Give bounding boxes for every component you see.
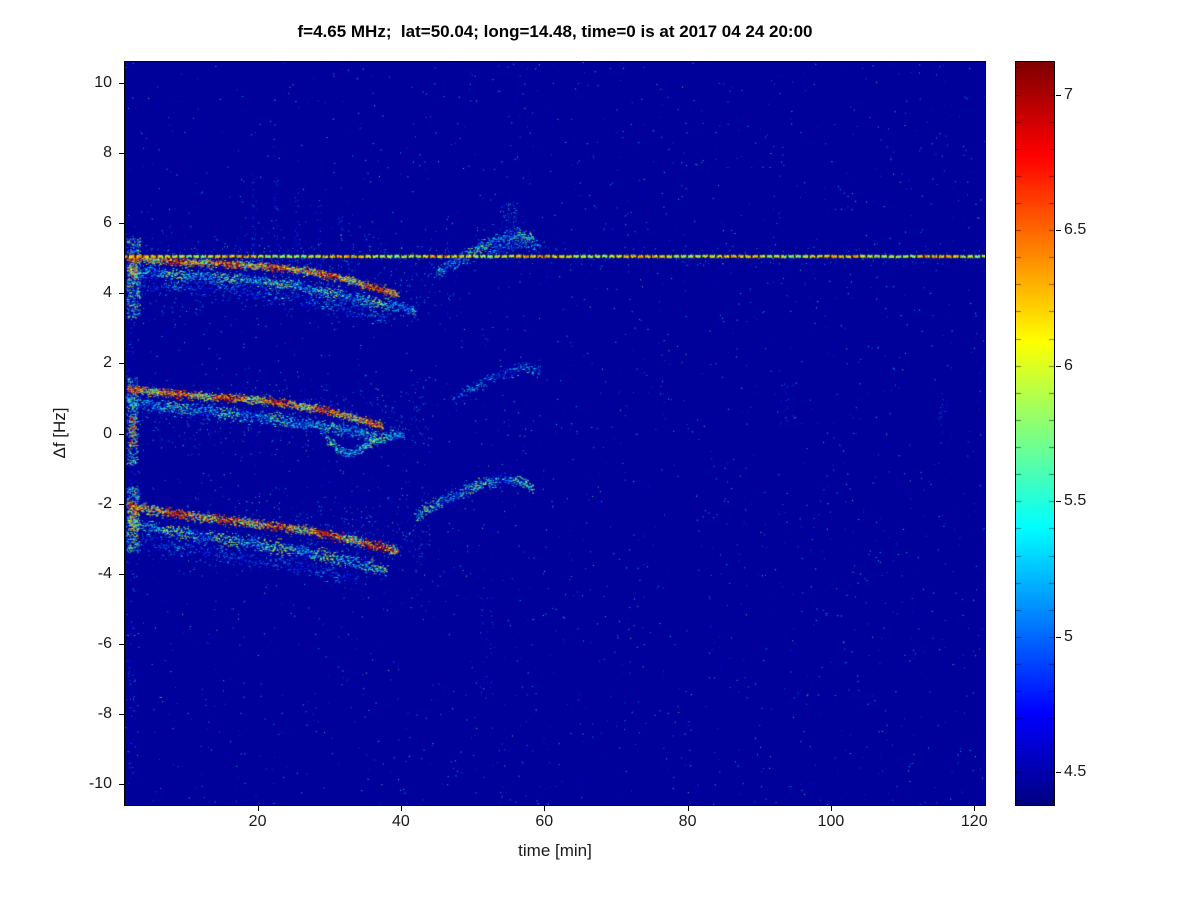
y-tick — [119, 643, 124, 645]
x-tick-label: 120 — [960, 813, 988, 830]
colorbar-tick — [1056, 230, 1061, 232]
y-tick — [119, 503, 124, 505]
x-tick-label: 60 — [535, 813, 554, 830]
colorbar-tick-label: 4.5 — [1064, 763, 1087, 781]
colorbar-tick-label: 5.5 — [1064, 492, 1087, 510]
y-tick — [119, 433, 124, 435]
y-tick — [119, 293, 124, 295]
colorbar-tick — [1056, 636, 1061, 638]
colorbar-tick-label: 6.5 — [1064, 221, 1087, 239]
colorbar-tick-label: 7 — [1064, 85, 1073, 103]
x-tick — [830, 806, 832, 811]
y-tick-label: -8 — [97, 704, 112, 722]
x-tick — [974, 806, 976, 811]
y-tick-label: 10 — [94, 74, 112, 92]
y-tick — [119, 223, 124, 225]
y-tick — [119, 783, 124, 785]
y-tick-label: 4 — [103, 284, 112, 302]
y-tick — [119, 363, 124, 365]
y-tick-label: -10 — [88, 774, 112, 792]
colorbar-tick — [1056, 501, 1061, 503]
colorbar-tick — [1056, 772, 1061, 774]
x-tick-label: 40 — [392, 813, 410, 830]
y-tick-label: -4 — [97, 564, 112, 582]
x-tick-label: 100 — [817, 813, 845, 830]
colorbar-tick — [1056, 365, 1061, 367]
y-tick-label: -6 — [97, 634, 112, 652]
x-tick — [400, 806, 402, 811]
x-tick-label: 80 — [678, 813, 697, 830]
y-tick-label: 8 — [103, 144, 112, 162]
y-tick-label: 6 — [103, 214, 112, 232]
x-tick — [687, 806, 689, 811]
y-tick-label: 2 — [103, 354, 112, 372]
y-tick — [119, 573, 124, 575]
chart-title: f=4.65 MHz; lat=50.04; long=14.48, time=… — [297, 22, 813, 41]
x-tick — [544, 806, 546, 811]
colorbar-tick — [1056, 94, 1061, 96]
x-tick-label: 20 — [248, 813, 267, 830]
y-tick-label: -2 — [97, 494, 112, 512]
y-tick — [119, 153, 124, 155]
x-tick — [257, 806, 259, 811]
y-tick-label: 0 — [103, 424, 112, 442]
colorbar-canvas — [1016, 62, 1054, 805]
colorbar-tick-label: 6 — [1064, 356, 1073, 374]
spectrogram-canvas — [125, 62, 985, 805]
x-axis-label: time [min] — [518, 841, 592, 860]
y-tick — [119, 83, 124, 85]
colorbar-tick-label: 5 — [1064, 627, 1073, 645]
y-tick — [119, 713, 124, 715]
